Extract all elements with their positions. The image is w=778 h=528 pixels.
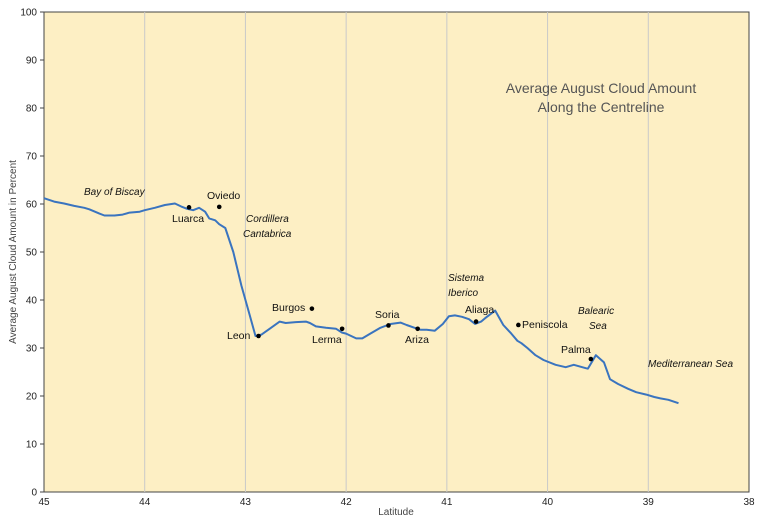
- grid: [144, 12, 649, 492]
- place-label-burgos: Burgos: [272, 302, 305, 314]
- place-markers: [186, 204, 594, 362]
- plot-background: [43, 11, 750, 493]
- x-tick-label: 42: [341, 497, 353, 508]
- place-label-luarca: Luarca: [172, 213, 204, 225]
- y-tick-label: 20: [26, 392, 38, 403]
- place-marker-oviedo: [216, 204, 222, 210]
- place-label-ariza: Ariza: [405, 334, 429, 346]
- place-marker-leon: [256, 333, 261, 339]
- place-marker-burgos: [309, 306, 315, 311]
- x-axis-title: Latitude: [378, 507, 414, 518]
- y-tick-label: 50: [26, 248, 38, 259]
- y-tick-label: 90: [26, 56, 38, 67]
- x-tick-label: 39: [643, 497, 655, 508]
- y-tick-label: 30: [26, 344, 38, 355]
- place-marker-peniscola: [516, 322, 521, 328]
- place-marker-luarca: [186, 205, 192, 210]
- x-tick-label: 40: [542, 497, 554, 508]
- y-tick-label: 100: [20, 8, 37, 19]
- x-tick-label: 45: [38, 497, 50, 508]
- y-tick-label: 80: [26, 104, 38, 115]
- region-label-balearic-2: Sea: [589, 321, 607, 332]
- place-marker-lerma: [339, 326, 345, 332]
- place-label-peniscola: Peniscola: [522, 319, 568, 331]
- place-marker-ariza: [415, 326, 420, 332]
- place-label-lerma: Lerma: [312, 334, 342, 346]
- x-tick-label: 41: [441, 497, 453, 508]
- y-tick-label: 40: [26, 296, 38, 307]
- x-tick-label: 38: [743, 497, 755, 508]
- place-label-soria: Soria: [375, 309, 400, 321]
- y-tick-labels: 0 10 20 30 40 50 60 70 80 90 100: [20, 8, 44, 499]
- place-label-palma: Palma: [561, 344, 591, 356]
- y-tick-label: 10: [26, 440, 38, 451]
- place-marker-soria: [386, 323, 391, 328]
- place-marker-aliaga: [473, 319, 479, 324]
- region-label-balearic-1: Balearic: [578, 306, 614, 317]
- chart-title-line-2: Along the Centreline: [538, 99, 665, 115]
- y-tick-label: 70: [26, 152, 38, 163]
- region-label-sistema-2: Iberico: [448, 288, 478, 299]
- region-label-mediterranean: Mediterranean Sea: [648, 359, 733, 370]
- x-tick-label: 44: [139, 497, 151, 508]
- region-label-cordillera-2: Cantabrica: [243, 229, 292, 240]
- region-label-cordillera-1: Cordillera: [246, 214, 289, 225]
- place-label-aliaga: Aliaga: [465, 304, 494, 316]
- y-tick-label: 0: [31, 488, 37, 499]
- chart-title-line-1: Average August Cloud Amount: [506, 80, 697, 96]
- y-tick-label: 60: [26, 200, 38, 211]
- y-axis-title: Average August Cloud Amount in Percent: [8, 160, 19, 344]
- place-label-leon: Leon: [227, 330, 251, 342]
- region-label-sistema-1: Sistema: [448, 273, 485, 284]
- place-marker-palma: [588, 356, 594, 362]
- cloud-amount-line: [43, 197, 679, 405]
- region-label-bay-of-biscay: Bay of Biscay: [84, 187, 146, 198]
- place-label-oviedo: Oviedo: [207, 190, 240, 202]
- x-tick-labels: 45 44 43 42 41 40 39 38: [38, 497, 755, 508]
- x-tick-label: 43: [240, 497, 252, 508]
